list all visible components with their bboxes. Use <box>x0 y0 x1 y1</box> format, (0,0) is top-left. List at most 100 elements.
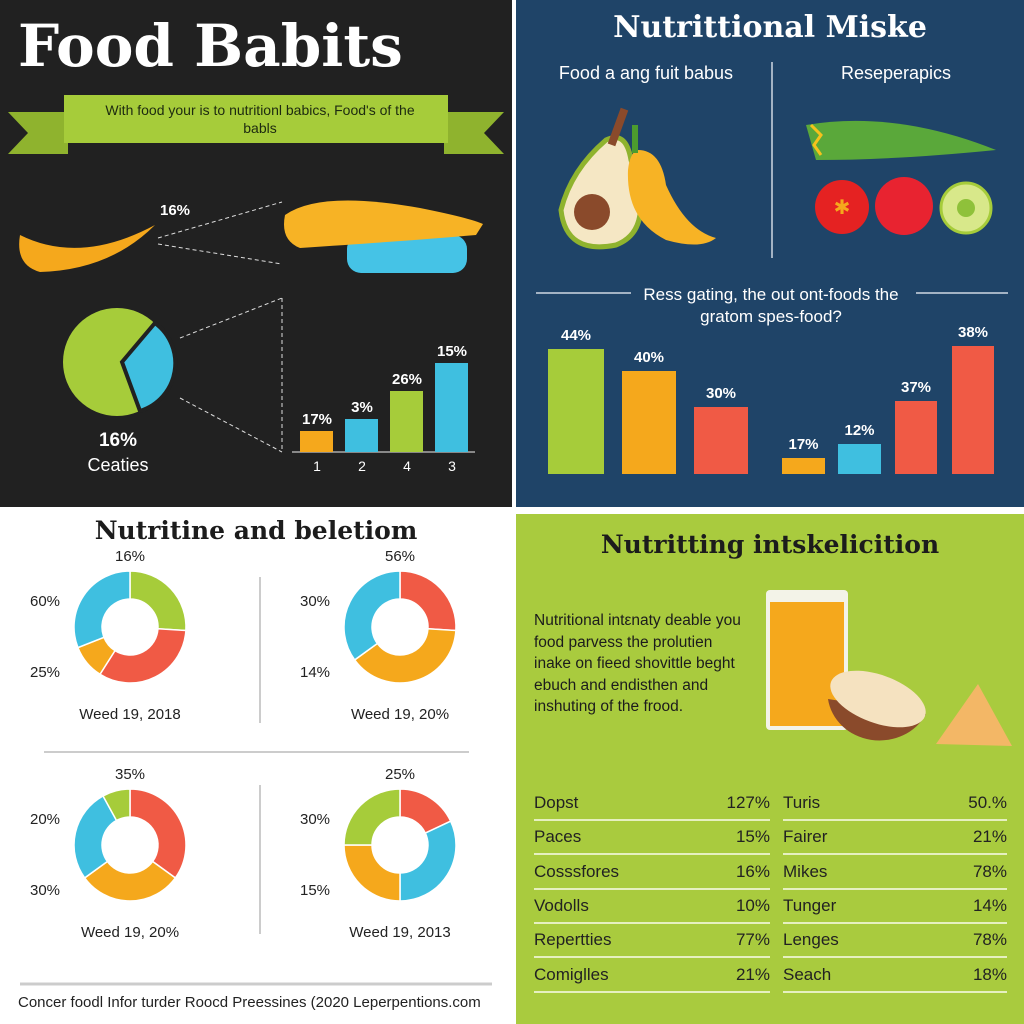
donut-segment <box>399 570 457 632</box>
donut-segment <box>83 860 177 902</box>
bar <box>345 419 378 452</box>
donut-segment <box>343 844 401 902</box>
row-name: Mikes <box>783 861 828 881</box>
pie-chart <box>63 308 178 416</box>
donut-chart <box>73 788 187 902</box>
donut-segment <box>129 570 187 632</box>
bar-value-label: 30% <box>705 385 737 402</box>
row-name: Turis <box>783 793 821 812</box>
vegetable-icon <box>806 120 996 160</box>
bar-value-label: 37% <box>900 379 932 396</box>
table-row: Seach 18% <box>783 959 1007 993</box>
bar <box>838 444 881 474</box>
donut-caption: Weed 19, 20% <box>350 706 450 723</box>
coconut-icon <box>828 670 926 741</box>
panel-title: Nutritting intskelicition <box>600 530 940 559</box>
row-value: 78% <box>972 861 1007 881</box>
table-row: Cosssfores 16% <box>534 856 770 890</box>
bar-category-label: 1 <box>313 458 321 474</box>
row-name: Tunger <box>783 895 837 915</box>
donut-left-lower-label: 15% <box>300 882 331 899</box>
row-name: Paces <box>534 827 582 847</box>
ribbon-banner <box>8 95 504 154</box>
row-name: Vodolls <box>534 895 589 915</box>
donut-segment <box>343 570 401 661</box>
donut-top-label: 16% <box>114 548 146 565</box>
cheese-icon <box>936 684 1012 746</box>
row-value: 10% <box>735 895 770 915</box>
row-name: Seach <box>783 964 832 984</box>
donut-left-lower-label: 25% <box>30 664 61 681</box>
donut-segment <box>343 788 401 846</box>
lime-icon <box>939 181 993 235</box>
intake-panel: Nutritting intskelicition Nutritional in… <box>516 514 1024 1024</box>
donut-top-label: 35% <box>114 766 146 783</box>
bar <box>435 363 468 452</box>
donut-segment <box>73 794 118 879</box>
food-illustration <box>19 200 483 453</box>
bar-value-label: 44% <box>560 327 592 344</box>
bar <box>622 371 676 474</box>
donut-caption: Weed 19, 20% <box>80 924 180 941</box>
row-name: Cosssfores <box>534 861 620 881</box>
bar-value-label: 12% <box>844 422 875 439</box>
donut-segment <box>353 627 457 684</box>
row-value: 14% <box>972 895 1007 915</box>
table-row: Vodolls 10% <box>534 890 770 924</box>
bar-value-label: 38% <box>957 324 989 341</box>
table-row: Turis 50.% <box>783 787 1007 821</box>
donut-segment <box>102 788 131 822</box>
pie-percent: 16% <box>98 430 138 451</box>
right-heading: Reseperapics <box>840 63 952 83</box>
row-value: 18% <box>972 964 1007 984</box>
bar <box>782 458 825 474</box>
donut-left-upper-label: 20% <box>30 811 61 828</box>
pie-label: Ceaties <box>87 455 149 475</box>
bar-category-label: 3 <box>448 458 456 474</box>
donut-chart <box>73 570 187 684</box>
left-heading: Food a ang fuit babus <box>558 63 734 83</box>
svg-text:✱: ✱ <box>834 197 851 219</box>
donut-segment <box>73 570 131 649</box>
row-value: 77% <box>735 930 770 950</box>
row-value: 15% <box>735 827 770 847</box>
donut-top-label: 25% <box>384 766 416 783</box>
table-row: Repertties 77% <box>534 924 770 959</box>
intro-paragraph: Nutritional intεnaty deable you food par… <box>534 612 741 715</box>
row-value: 127% <box>726 793 770 812</box>
donut-left-lower-label: 14% <box>300 664 331 681</box>
table-row: Lenges 78% <box>783 924 1007 959</box>
table-row: Tunger 14% <box>783 890 1007 924</box>
donut-chart <box>343 788 457 902</box>
donut-left-upper-label: 60% <box>30 593 61 610</box>
bar <box>694 407 748 474</box>
bar <box>300 431 333 452</box>
bowl-icon <box>347 235 467 273</box>
panel-title: Food Babits <box>18 12 403 80</box>
apple-icon <box>875 177 933 235</box>
nutritional-miske-panel: Nutrittional Miske Food a ang fuit babus… <box>516 0 1024 507</box>
table-row: Paces 15% <box>534 821 770 856</box>
table-row: Fairer 21% <box>783 821 1007 856</box>
donut-caption: Weed 19, 2013 <box>349 924 451 941</box>
donut-segment <box>98 627 187 684</box>
bar-value-label: 17% <box>301 411 333 428</box>
panel-title: Nutrittional Miske <box>613 10 927 45</box>
donut-segment <box>129 788 187 879</box>
tomato-icon: ✱ <box>815 180 869 234</box>
table-row: Dopst 127% <box>534 787 770 821</box>
question-text: Ress gating, the out ont-foods the grato… <box>643 285 899 326</box>
bar <box>390 391 423 452</box>
table-row: Comiglles 21% <box>534 959 770 993</box>
row-value: 21% <box>972 827 1007 847</box>
table-row: Mikes 78% <box>783 856 1007 890</box>
row-value: 78% <box>972 930 1007 950</box>
callout-percent: 16% <box>160 202 191 219</box>
bar-value-label: 26% <box>391 371 423 388</box>
donut-top-label: 56% <box>384 548 416 565</box>
bar <box>952 346 994 474</box>
bar-value-label: 17% <box>788 436 819 453</box>
row-name: Dopst <box>534 793 579 812</box>
row-value: 21% <box>735 964 770 984</box>
donut-left-upper-label: 30% <box>300 811 331 828</box>
